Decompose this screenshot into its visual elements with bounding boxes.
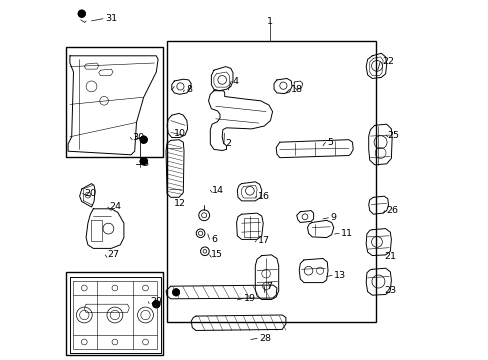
Text: 22: 22 bbox=[381, 57, 393, 66]
Text: 14: 14 bbox=[212, 186, 224, 194]
Circle shape bbox=[152, 301, 160, 308]
Text: 5: 5 bbox=[326, 138, 333, 147]
Circle shape bbox=[78, 10, 85, 17]
Text: 15: 15 bbox=[211, 251, 223, 259]
Circle shape bbox=[172, 289, 179, 296]
Text: 4: 4 bbox=[232, 77, 239, 85]
Text: 26: 26 bbox=[386, 206, 398, 215]
Text: 27: 27 bbox=[107, 251, 119, 259]
Bar bbox=[244, 218, 258, 237]
Text: 12: 12 bbox=[174, 199, 186, 208]
Text: 20: 20 bbox=[84, 189, 96, 198]
Text: 8: 8 bbox=[186, 85, 192, 94]
Text: 19: 19 bbox=[244, 294, 255, 303]
Text: 2: 2 bbox=[225, 139, 231, 148]
Text: 18: 18 bbox=[291, 85, 303, 94]
Text: 1: 1 bbox=[266, 17, 272, 26]
Text: 21: 21 bbox=[384, 252, 395, 261]
Text: 31: 31 bbox=[104, 14, 117, 23]
Text: 24: 24 bbox=[109, 202, 121, 211]
Bar bbox=[167, 41, 375, 322]
Text: 13: 13 bbox=[333, 271, 345, 280]
Text: 7: 7 bbox=[265, 282, 271, 291]
Text: 6: 6 bbox=[211, 235, 217, 244]
Text: 30: 30 bbox=[132, 133, 144, 142]
Text: 17: 17 bbox=[258, 236, 270, 245]
Text: 16: 16 bbox=[258, 192, 270, 201]
Text: 3: 3 bbox=[142, 159, 148, 168]
Bar bbox=[66, 272, 163, 355]
Bar bbox=[66, 47, 163, 157]
Text: 23: 23 bbox=[384, 287, 395, 295]
Text: 29: 29 bbox=[150, 297, 162, 306]
Text: 25: 25 bbox=[387, 130, 399, 139]
Circle shape bbox=[140, 136, 147, 143]
Circle shape bbox=[140, 158, 147, 165]
Text: 9: 9 bbox=[329, 213, 335, 222]
Text: 11: 11 bbox=[340, 229, 352, 238]
Text: 10: 10 bbox=[174, 129, 186, 138]
Text: 28: 28 bbox=[258, 334, 270, 343]
